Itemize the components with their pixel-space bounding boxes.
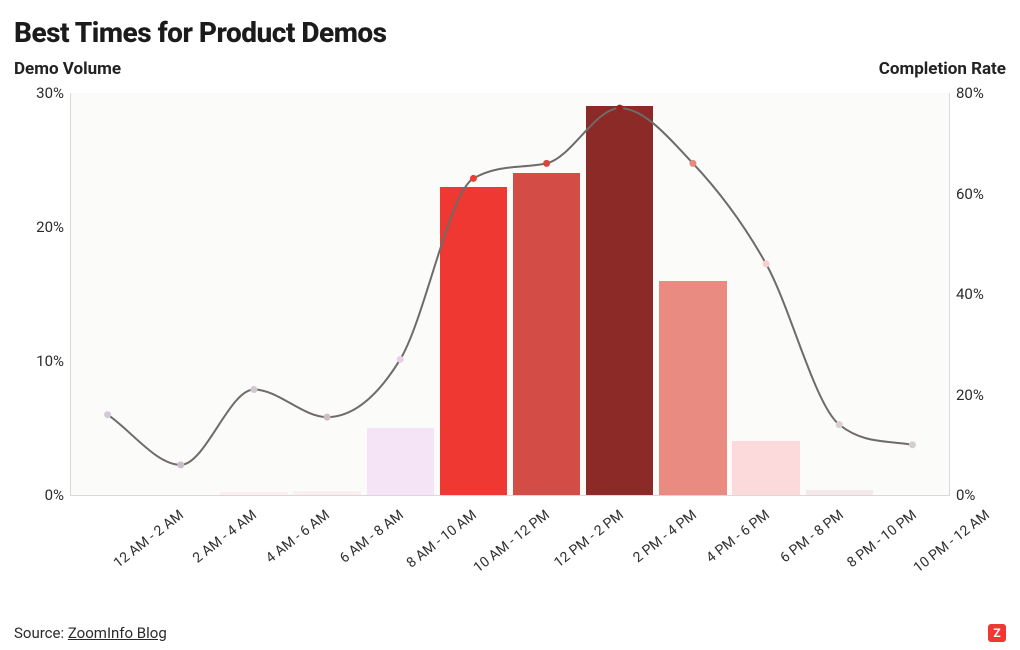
bar-slot xyxy=(730,93,803,495)
bar-slot xyxy=(291,93,364,495)
bar-slot xyxy=(876,93,949,495)
bar xyxy=(586,106,653,495)
bar-slot xyxy=(656,93,729,495)
x-axis-label: 10 PM - 12 AM xyxy=(873,507,993,606)
left-y-tick: 30% xyxy=(14,84,64,102)
bar xyxy=(806,490,873,495)
bar xyxy=(293,491,360,495)
axis-titles: Demo Volume Completion Rate xyxy=(14,59,1006,83)
plot-area xyxy=(70,93,950,496)
bar-slot xyxy=(437,93,510,495)
left-axis-title: Demo Volume xyxy=(14,59,121,79)
bar-slot xyxy=(364,93,437,495)
right-y-tick: 0% xyxy=(956,486,1006,504)
source-link[interactable]: ZoomInfo Blog xyxy=(68,624,167,642)
bar-slot xyxy=(583,93,656,495)
right-y-tick: 40% xyxy=(956,285,1006,303)
left-y-tick: 20% xyxy=(14,218,64,236)
right-axis-title: Completion Rate xyxy=(879,59,1006,79)
bar-slot xyxy=(510,93,583,495)
right-y-tick: 80% xyxy=(956,84,1006,102)
left-y-tick: 10% xyxy=(14,352,64,370)
right-y-tick: 20% xyxy=(956,386,1006,404)
bar-slot xyxy=(71,93,144,495)
bar xyxy=(513,173,580,495)
x-axis-labels: 12 AM - 2 AM2 AM - 4 AM4 AM - 6 AM6 AM -… xyxy=(70,501,950,581)
chart-title: Best Times for Product Demos xyxy=(14,16,1006,49)
bar-slot xyxy=(803,93,876,495)
bar-slot xyxy=(144,93,217,495)
bar xyxy=(367,428,434,495)
zoominfo-logo-icon: Z xyxy=(988,624,1006,642)
bar xyxy=(732,441,799,495)
bars-layer xyxy=(71,93,949,495)
chart-footer: Source: ZoomInfo Blog Z xyxy=(14,624,1006,642)
chart: 0% 10% 20% 30% 0% 20% 40% 60% 80% 12 AM - 2 AM2… xyxy=(14,87,1006,587)
bar xyxy=(659,281,726,495)
bar xyxy=(440,187,507,495)
right-y-tick: 60% xyxy=(956,185,1006,203)
source-prefix: Source: xyxy=(14,624,68,642)
bar xyxy=(220,492,287,495)
bar-slot xyxy=(217,93,290,495)
left-y-tick: 0% xyxy=(14,486,64,504)
source-citation: Source: ZoomInfo Blog xyxy=(14,624,167,642)
